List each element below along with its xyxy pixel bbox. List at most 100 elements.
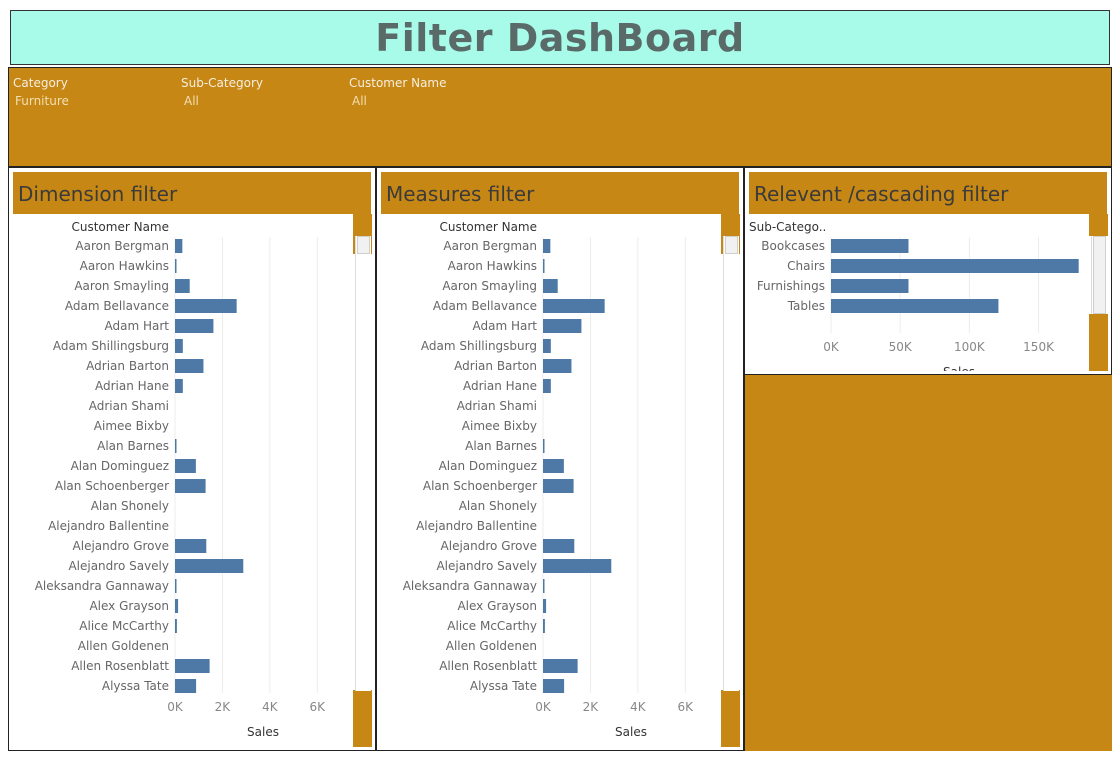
bar [543,619,545,633]
category-label: Aleksandra Gannaway [35,579,169,593]
x-tick-label: 2K [215,700,232,714]
category-label: Aaron Smayling [74,279,169,293]
bar [175,259,177,273]
panel-frame-top [1089,214,1108,236]
filter-category-label: Category [13,76,68,90]
category-label: Adam Shillingsburg [53,339,169,353]
bar [175,659,210,673]
filter-subcategory-value[interactable]: All [184,94,199,108]
measures-filter-title: Measures filter [381,172,739,214]
category-label: Allen Rosenblatt [71,659,169,673]
x-axis-title: Sales [615,725,647,739]
scrollbar[interactable] [1091,236,1107,314]
scrollbar-thumb[interactable] [1093,236,1106,314]
x-tick-label: 150K [1023,340,1055,354]
category-label: Alan Barnes [97,439,169,453]
x-tick-label: 6K [678,700,695,714]
category-label: Alan Schoenberger [55,479,169,493]
x-tick-label: 100K [954,340,986,354]
category-label: Alejandro Ballentine [416,519,537,533]
category-label: Alejandro Ballentine [48,519,169,533]
bar [175,459,196,473]
category-label: Aaron Hawkins [80,259,169,273]
bar [543,259,545,273]
category-label: Alejandro Savely [68,559,169,573]
measures-filter-panel: Measures filter Customer Name Aaron Bergm… [376,167,744,751]
bar [175,299,237,313]
relevant-filter-title: Relevent /cascading filter [749,172,1107,214]
bar [543,439,545,453]
filter-subcategory[interactable]: Sub-Category All [181,76,263,108]
x-axis-title: Sales [943,365,975,371]
category-label: Alejandro Grove [73,539,169,553]
category-label: Alice McCarthy [447,619,537,633]
category-label: Alyssa Tate [102,679,169,693]
bar [175,579,177,593]
panel-frame-bottom [1089,314,1108,371]
category-label: Adrian Shami [89,399,169,413]
category-label: Alan Barnes [465,439,537,453]
category-label: Alex Grayson [89,599,169,613]
filter-customer-name-label: Customer Name [349,76,447,90]
filter-customer-name-value[interactable]: All [352,94,367,108]
panel-frame-bottom [721,690,740,747]
bar [543,559,612,573]
category-label: Aaron Bergman [443,239,537,253]
bar [543,239,551,253]
dimension-bar-chart: Customer Name Aaron Bergman Aaron Hawkins A… [35,220,326,739]
category-label: Chairs [787,259,825,273]
filter-subcategory-label: Sub-Category [181,76,263,90]
bar [831,259,1079,273]
bar [543,479,574,493]
category-label: Alyssa Tate [470,679,537,693]
x-tick-label: 4K [630,700,647,714]
bar [175,379,183,393]
x-tick-label: 2K [583,700,600,714]
bar [175,339,183,353]
filter-category[interactable]: Category Furniture [13,76,69,108]
bar [543,359,572,373]
category-label: Aleksandra Gannaway [403,579,537,593]
scrollbar[interactable] [355,236,371,691]
x-tick-label: 50K [889,340,913,354]
category-label: Allen Rosenblatt [439,659,537,673]
category-label: Adam Bellavance [65,299,169,313]
bar [543,599,547,613]
dashboard-title: Filter DashBoard [375,15,745,60]
category-label: Allen Goldenen [446,639,537,653]
panel-frame-bottom [353,690,372,747]
category-label: Aimee Bixby [462,419,537,433]
category-label: Allen Goldenen [78,639,169,653]
category-label: Adam Hart [473,319,538,333]
scrollbar[interactable] [723,236,739,691]
dashboard-title-bar: Filter DashBoard [10,10,1110,65]
category-label: Alan Shonely [459,499,537,513]
bar [831,239,909,253]
category-label: Alice McCarthy [79,619,169,633]
bar [543,579,545,593]
bar [543,659,578,673]
bar [175,479,206,493]
relevant-filter-panel: Relevent /cascading filter Sub-Catego.. B… [744,167,1112,375]
category-label: Furnishings [757,279,825,293]
x-tick-label: 0K [167,700,184,714]
scrollbar-thumb[interactable] [725,236,738,254]
category-label: Alejandro Grove [441,539,537,553]
category-label: Adrian Barton [86,359,169,373]
category-label: Bookcases [761,239,825,253]
bar [175,599,179,613]
bar [543,679,565,693]
filter-category-value[interactable]: Furniture [15,94,69,108]
dimension-filter-title: Dimension filter [13,172,371,214]
scrollbar-thumb[interactable] [357,236,370,254]
bar [831,279,909,293]
bar [175,679,197,693]
category-label: Aaron Bergman [75,239,169,253]
empty-area [744,375,1112,751]
bar [543,539,575,553]
category-label: Aimee Bixby [94,419,169,433]
category-label: Alan Dominguez [71,459,169,473]
filter-customer-name[interactable]: Customer Name All [349,76,447,108]
row-header: Customer Name [71,220,169,234]
bar [175,539,207,553]
